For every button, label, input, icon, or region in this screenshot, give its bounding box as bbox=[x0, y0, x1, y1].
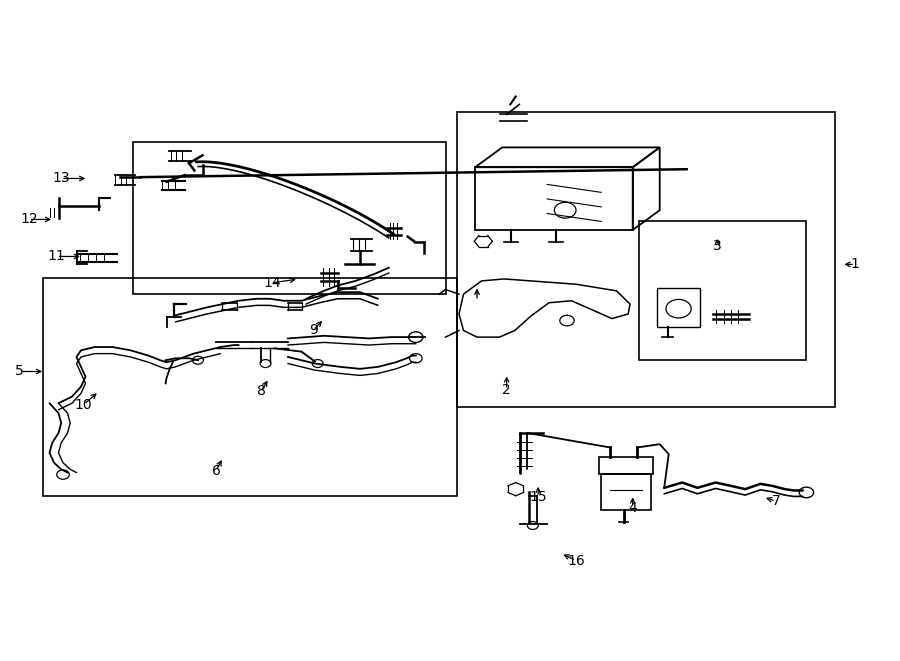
Text: 6: 6 bbox=[212, 463, 220, 478]
Text: 2: 2 bbox=[502, 383, 511, 397]
Bar bbox=[598, 457, 653, 474]
Text: 10: 10 bbox=[75, 397, 93, 412]
Text: 9: 9 bbox=[309, 323, 318, 338]
Text: 1: 1 bbox=[850, 257, 860, 272]
Bar bbox=[457, 112, 835, 407]
Bar bbox=[657, 288, 700, 327]
Text: 11: 11 bbox=[48, 249, 66, 264]
Text: 14: 14 bbox=[263, 276, 281, 290]
Bar bbox=[475, 167, 633, 230]
Text: 7: 7 bbox=[771, 494, 780, 508]
Bar bbox=[133, 142, 446, 294]
Text: 5: 5 bbox=[15, 364, 24, 379]
Bar bbox=[601, 474, 651, 510]
Text: 13: 13 bbox=[52, 171, 70, 186]
Bar bbox=[639, 221, 806, 360]
Text: 3: 3 bbox=[713, 239, 722, 253]
Text: 15: 15 bbox=[529, 490, 547, 504]
Text: 4: 4 bbox=[628, 500, 637, 515]
Text: 8: 8 bbox=[256, 384, 266, 399]
Text: 16: 16 bbox=[567, 553, 585, 568]
Text: 12: 12 bbox=[20, 212, 38, 227]
Bar bbox=[43, 278, 457, 496]
